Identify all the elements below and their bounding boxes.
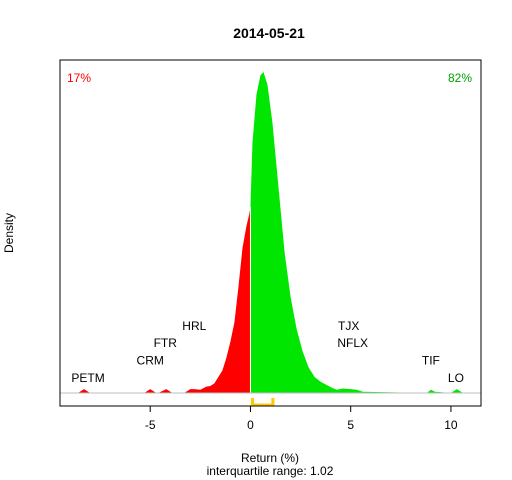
plot-frame [59,59,482,407]
x-tick-label: 5 [347,418,354,432]
ticker-label-tif: TIF [422,353,440,367]
ticker-label-petm: PETM [71,371,104,385]
negative-density-area [78,206,251,393]
x-tick-label: 10 [444,418,458,432]
positive-percent-label: 82% [448,71,472,85]
ticker-label-lo: LO [448,371,464,385]
positive-density-area [250,72,463,393]
ticker-labels: PETM CRM FTR HRL TJX NFLX TIF LO [71,319,464,385]
x-tick-label: 0 [247,418,254,432]
ticker-label-ftr: FTR [154,336,178,350]
interquartile-range-bracket [250,398,275,407]
y-axis-label: Density [2,213,16,253]
ticker-label-tjx: TJX [338,319,359,333]
ticker-label-crm: CRM [137,353,164,367]
x-tick-label: -5 [145,418,156,432]
chart-title: 2014-05-21 [233,25,305,41]
plot-area: PETM CRM FTR HRL TJX NFLX TIF LO [60,72,481,407]
ticker-label-hrl: HRL [182,319,206,333]
x-axis-label: Return (%) [241,451,299,465]
ticker-label-nflx: NFLX [337,336,368,350]
iqr-caption: interquartile range: 1.02 [207,464,334,478]
x-axis: -5 0 5 10 [145,406,458,432]
negative-percent-label: 17% [67,71,91,85]
